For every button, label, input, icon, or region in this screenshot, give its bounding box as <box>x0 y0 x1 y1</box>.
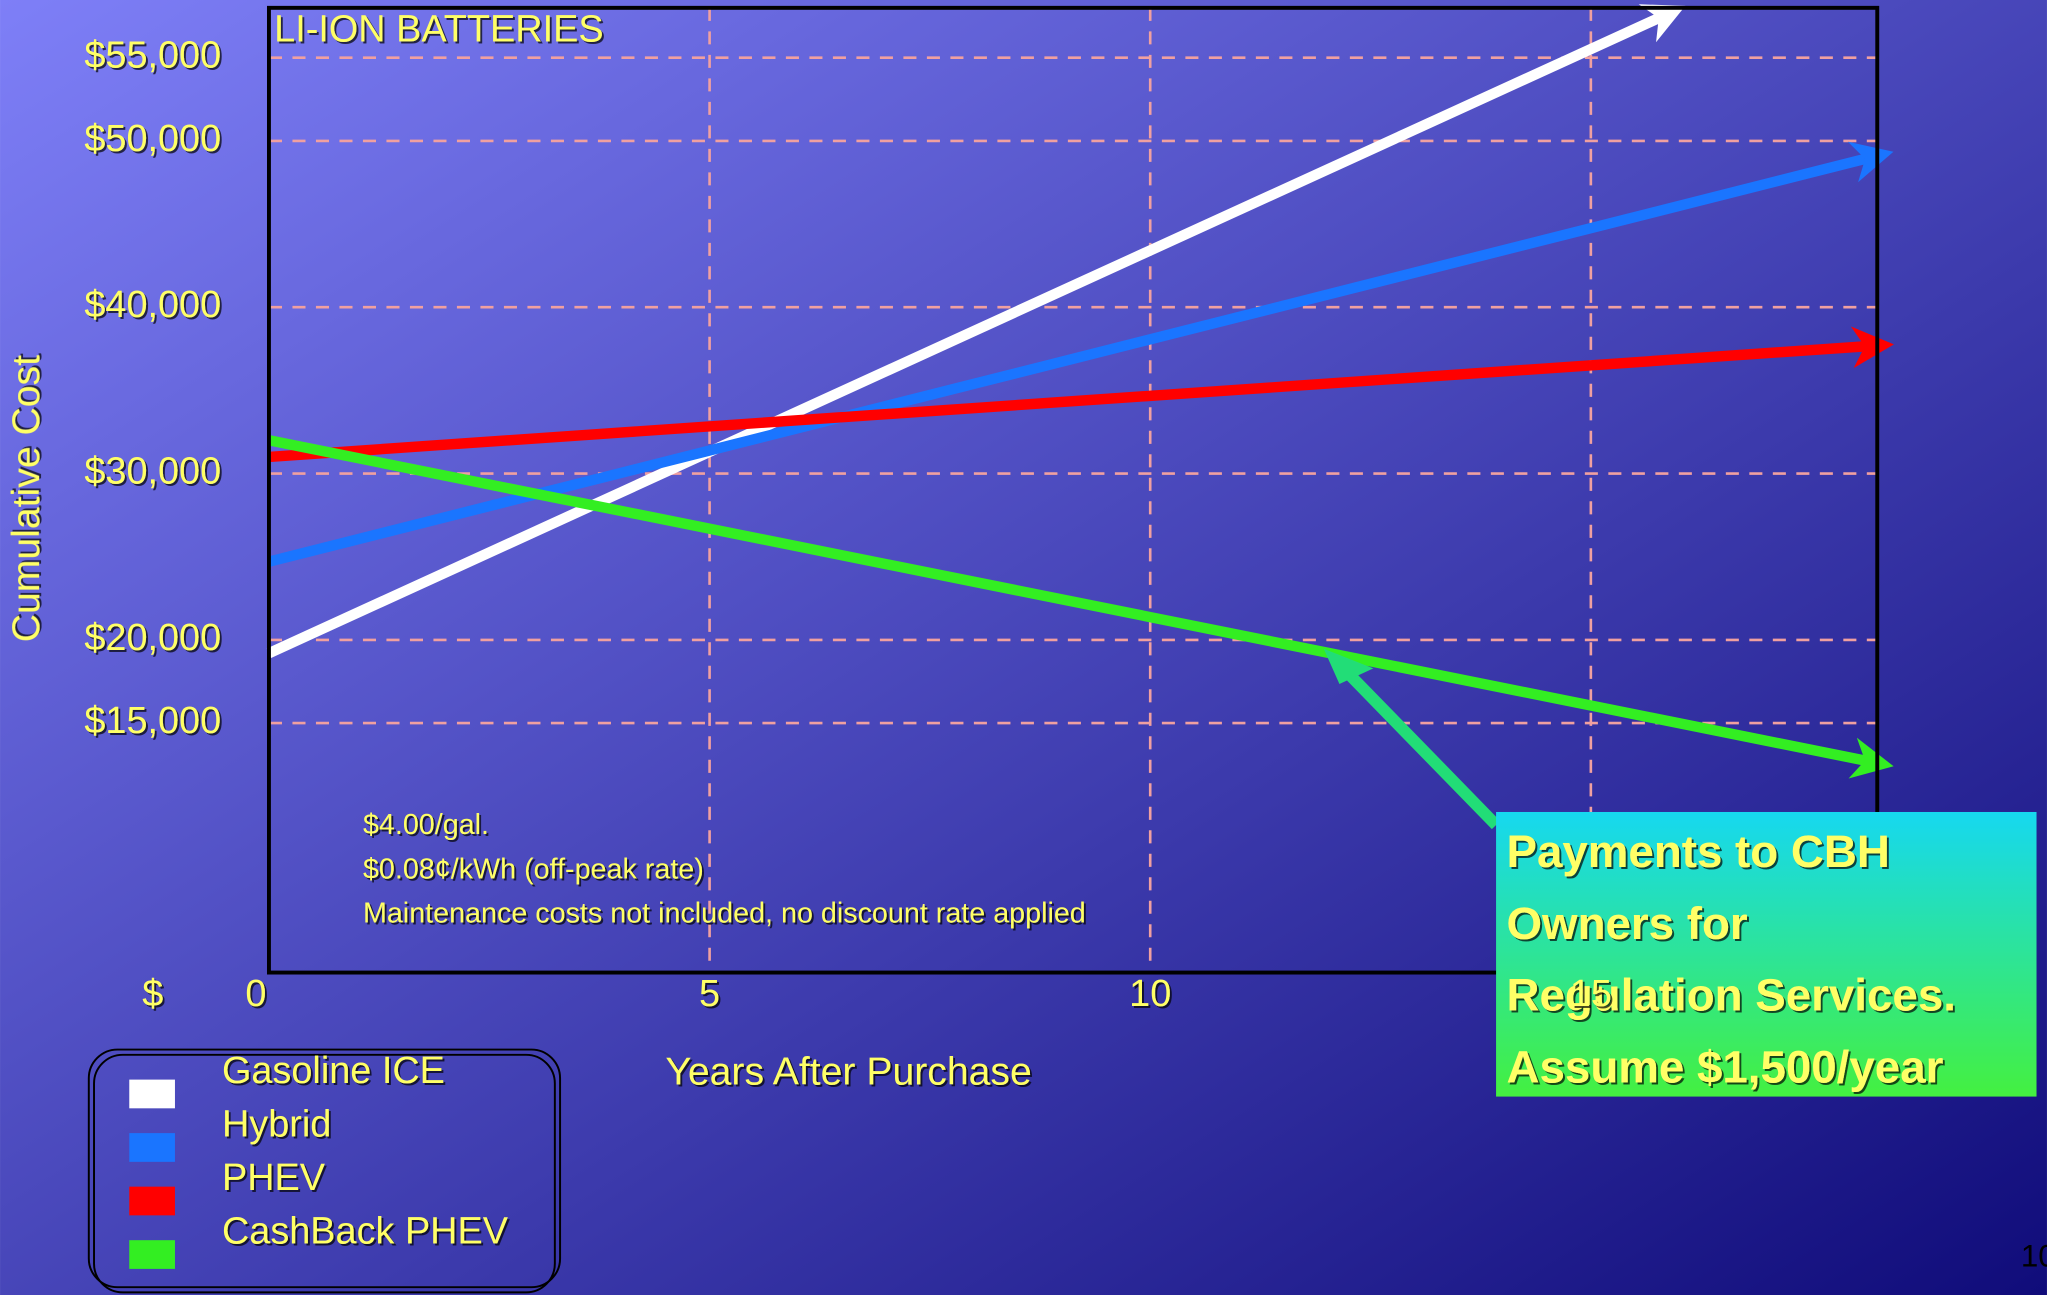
x-tick-label: 5 <box>699 973 720 1015</box>
page-number: 10 <box>2021 1239 2047 1274</box>
legend-swatch <box>129 1079 175 1109</box>
y-tick-label: $50,000 <box>84 118 221 160</box>
callout-text: Owners for <box>1507 898 1748 949</box>
plot-frame <box>266 5 1880 975</box>
y-tick-label: $ <box>142 973 163 1015</box>
series-line <box>266 4 1686 658</box>
y-tick-label: $15,000 <box>84 700 221 742</box>
legend-label: Gasoline ICE <box>222 1050 445 1092</box>
callout-text: Assume $1,500/year <box>1507 1042 1944 1093</box>
legend-swatch <box>129 1186 175 1216</box>
note: $4.00/gal. <box>363 809 489 841</box>
series-line <box>267 435 1894 779</box>
legend-label: PHEV <box>222 1157 326 1199</box>
callout-box <box>1496 811 2037 1097</box>
legend-box <box>87 1048 562 1289</box>
callout-arrowhead <box>1323 648 1374 685</box>
note: $0.08¢/kWh (off-peak rate) <box>363 853 704 885</box>
callout-text: Regulation Services. <box>1507 970 1956 1021</box>
legend-label: Hybrid <box>222 1104 331 1146</box>
y-tick-label: $30,000 <box>84 451 221 493</box>
x-tick-label: 10 <box>1129 973 1171 1015</box>
legend: Gasoline ICE Hybrid PHEV CashBack PHEV <box>129 1050 509 1269</box>
x-tick-label: 15 <box>1570 973 1612 1015</box>
x-axis-label: Years After Purchase <box>665 1051 1031 1094</box>
note: Maintenance costs not included, no disco… <box>363 898 1086 930</box>
callout-arrow <box>1340 665 1501 830</box>
y-tick-label: $20,000 <box>84 617 221 659</box>
legend-swatch <box>129 1133 175 1162</box>
legend-box <box>93 1053 556 1294</box>
plot <box>266 4 1894 973</box>
y-axis-label: Cumulative Cost <box>5 355 48 642</box>
callout-text: Payments to CBH <box>1507 826 1890 877</box>
legend-label: CashBack PHEV <box>222 1211 509 1253</box>
series-line <box>268 326 1894 463</box>
legend-swatch <box>129 1240 175 1269</box>
y-tick-label: $40,000 <box>84 284 221 326</box>
chart-title: LI-ION BATTERIES <box>274 8 603 50</box>
y-tick-label: $55,000 <box>84 35 221 77</box>
x-tick-label: 0 <box>245 973 266 1015</box>
